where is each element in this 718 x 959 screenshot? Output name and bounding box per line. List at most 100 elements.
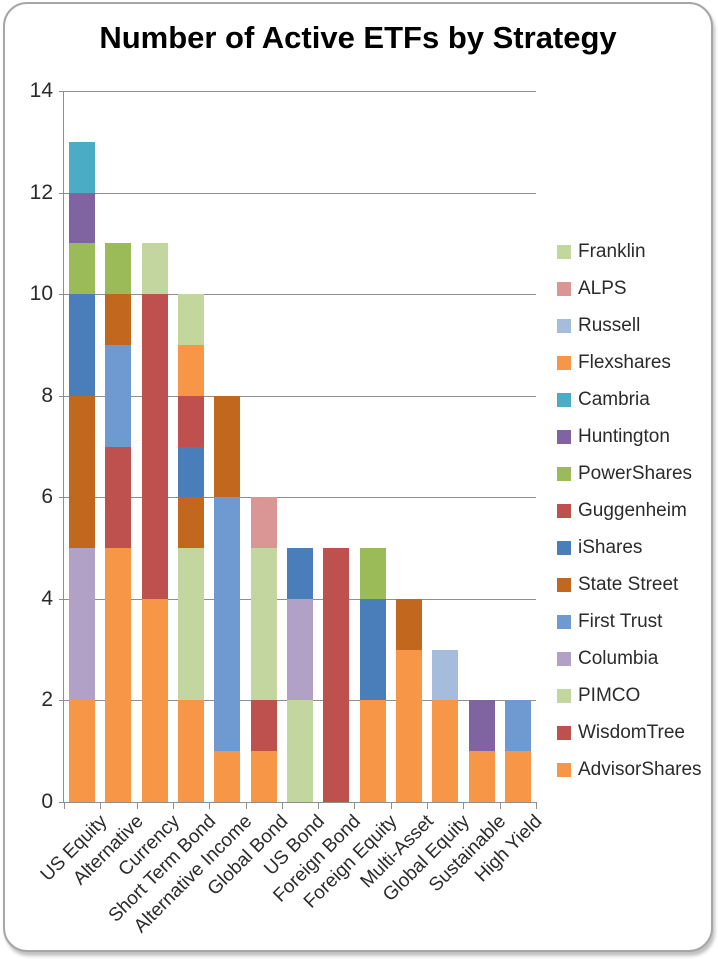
bar-segment-ishares	[178, 446, 205, 498]
legend-item-flexshares: Flexshares	[557, 352, 702, 373]
legend-label: State Street	[578, 573, 679, 595]
legend-item-advisorshares: AdvisorShares	[557, 759, 702, 780]
y-axis-tick	[59, 700, 64, 702]
y-tick-label: 4	[41, 586, 53, 610]
legend-label: Huntington	[578, 425, 670, 447]
gridline	[64, 294, 536, 296]
chart-frame: Number of Active ETFs by Strategy 0 2 4 6 8 1…	[3, 2, 713, 952]
y-tick-label: 14	[29, 79, 53, 102]
legend-label: Flexshares	[578, 351, 671, 373]
legend-label: Franklin	[578, 240, 646, 262]
legend-item-guggenheim: Guggenheim	[557, 500, 702, 521]
legend-swatch	[557, 392, 571, 407]
x-axis-line	[59, 802, 537, 803]
stacked-bar-sustainable	[468, 91, 495, 802]
y-tick-label: 2	[41, 688, 53, 712]
legend-item-huntington: Huntington	[557, 426, 702, 447]
legend-item-powershares: PowerShares	[557, 463, 702, 484]
y-tick-label: 10	[29, 282, 53, 306]
bar-segment-guggenheim	[178, 395, 205, 447]
x-axis-tick	[64, 803, 65, 809]
y-axis-tick	[59, 192, 64, 194]
x-axis-tick	[536, 803, 537, 809]
legend-item-state-street: State Street	[557, 574, 702, 595]
bar-segment-pimco	[178, 548, 205, 701]
bar-segment-powershares	[105, 243, 132, 295]
bar-segment-state-street	[214, 395, 241, 498]
bar-segment-huntington	[69, 192, 96, 244]
legend-item-franklin: Franklin	[557, 241, 702, 262]
bar-segment-flexshares	[178, 344, 205, 396]
bar-segment-ishares	[359, 598, 386, 701]
legend-swatch	[557, 466, 571, 481]
bar-segment-state-street	[69, 395, 96, 549]
legend: Franklin ALPS Russell Flexshares Cambria Hunt…	[557, 241, 702, 780]
x-axis-tick	[499, 803, 501, 809]
legend-label: Russell	[578, 314, 641, 336]
legend-item-russell: Russell	[557, 315, 702, 336]
legend-item-pimco: PIMCO	[557, 685, 702, 706]
bar-segment-first-trust	[214, 497, 241, 752]
bar-segment-wisdomtree	[323, 548, 350, 802]
stacked-bar-foreign-bond	[323, 91, 350, 802]
legend-item-cambria: Cambria	[557, 389, 702, 410]
stacked-bar-multi-asset	[395, 91, 422, 802]
bar-segment-russell	[432, 649, 459, 701]
legend-swatch	[557, 651, 571, 666]
stacked-bar-foreign-equity	[359, 91, 386, 802]
bar-segment-advisorshares	[141, 598, 168, 802]
bar-segment-advisorshares	[395, 649, 422, 802]
x-axis-tick	[463, 803, 465, 809]
x-axis-tick	[354, 803, 356, 809]
bar-segment-advisorshares	[504, 751, 531, 802]
x-axis-tick	[209, 803, 211, 809]
gridline	[64, 91, 536, 92]
y-axis-tick	[59, 802, 64, 803]
stacked-bar-us-bond	[287, 91, 313, 802]
bar-segment-ishares	[287, 548, 313, 599]
y-tick-label: 0	[41, 790, 53, 813]
y-axis-tick	[59, 395, 64, 397]
gridline	[64, 395, 536, 397]
legend-swatch	[557, 503, 571, 518]
bar-segment-advisorshares	[468, 751, 495, 802]
y-axis-tick	[59, 294, 64, 296]
legend-item-alps: ALPS	[557, 278, 702, 299]
legend-swatch	[557, 281, 571, 296]
legend-label: ALPS	[578, 277, 627, 299]
bar-segment-first-trust	[504, 700, 531, 752]
bar-segment-state-street	[178, 497, 205, 549]
legend-swatch	[557, 540, 571, 555]
bar-segment-advisorshares	[359, 700, 386, 802]
stacked-bar-alternative	[105, 91, 132, 802]
y-tick-label: 6	[41, 485, 53, 509]
stacked-bar-global-equity	[432, 91, 459, 802]
bar-segment-wisdomtree	[141, 294, 168, 599]
bar-segment-advisorshares	[105, 548, 132, 802]
bar-segment-alps	[250, 497, 277, 549]
legend-swatch	[557, 762, 571, 777]
y-tick-label: 12	[29, 180, 53, 204]
legend-label: PowerShares	[578, 462, 693, 484]
stacked-bar-currency	[141, 91, 168, 802]
x-axis-tick	[390, 803, 392, 809]
legend-swatch	[557, 429, 571, 444]
bar-segment-cambria	[69, 141, 96, 193]
stacked-bar-alternative-income	[214, 91, 241, 802]
legend-label: Guggenheim	[578, 499, 687, 521]
bar-segment-huntington	[468, 700, 495, 752]
legend-item-ishares: iShares	[557, 537, 702, 558]
bar-segment-first-trust	[105, 344, 132, 447]
chart-title: Number of Active ETFs by Strategy	[99, 20, 617, 55]
legend-item-columbia: Columbia	[557, 648, 702, 669]
bar-segment-advisorshares	[214, 751, 241, 802]
legend-swatch	[557, 688, 571, 703]
legend-swatch	[557, 244, 571, 259]
x-axis-tick	[318, 803, 320, 809]
legend-label: PIMCO	[578, 684, 641, 706]
bar-segment-powershares	[359, 548, 386, 599]
bar-segment-state-street	[105, 294, 132, 345]
y-tick-label: 8	[41, 383, 53, 407]
x-axis-tick	[136, 803, 138, 809]
legend-label: First Trust	[578, 610, 663, 632]
